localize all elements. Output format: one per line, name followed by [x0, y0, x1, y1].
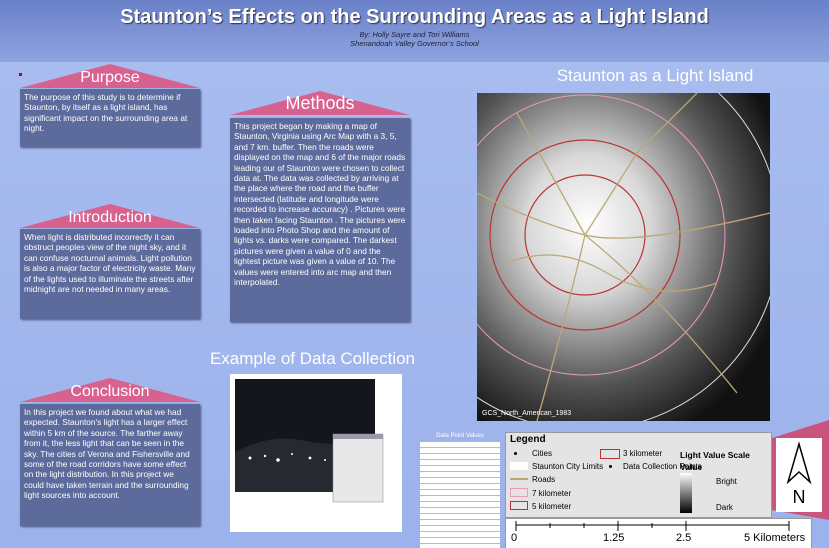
authors: By: Holly Sayre and Tori Williams: [359, 30, 470, 39]
purpose-text: The purpose of this study is to determin…: [20, 89, 200, 147]
photo: [235, 379, 384, 503]
roof-shape: [230, 91, 410, 115]
legend-item: Cities: [532, 449, 553, 458]
legend-item: Data Collection Points: [623, 462, 702, 471]
road-symbol: [510, 478, 528, 480]
conclusion-roof: Conclusion: [20, 378, 200, 402]
legend-item: Dark: [716, 503, 733, 512]
legend-item: Staunton City Limits: [532, 462, 604, 471]
legend-item: 5 kilometer: [532, 502, 572, 511]
introduction-roof: Introduction: [20, 204, 200, 228]
scale-label: 1.25: [603, 532, 625, 544]
legend-item: 3 kilometer: [623, 449, 663, 458]
table-caption: Data Point Values: [436, 433, 484, 439]
map: GCS_North_American_1983: [477, 93, 770, 421]
km7-symbol: [510, 488, 528, 497]
north-label: N: [792, 487, 806, 507]
value-ramp: [680, 473, 692, 513]
dot: [19, 73, 22, 76]
scale-graphic: [515, 521, 790, 531]
legend-item: Bright: [716, 477, 737, 486]
legend-item: Value: [680, 462, 703, 472]
heading: Methods: [285, 93, 355, 113]
example-heading: Example of Data Collection: [209, 349, 416, 368]
data-table: [420, 442, 500, 548]
scale-label: 2.5: [676, 532, 692, 544]
map-heading: Staunton as a Light Island: [556, 66, 754, 85]
title: Staunton’s Effects on the Surrounding Ar…: [120, 6, 709, 28]
conclusion-text: In this project we found about what we h…: [20, 404, 200, 526]
projection: GCS_North_American_1983: [482, 410, 571, 417]
heading: Introduction: [68, 209, 152, 226]
km3-symbol: [600, 449, 620, 459]
limits-symbol: [510, 462, 528, 470]
roof-shape: [20, 64, 200, 88]
legend: [505, 432, 772, 518]
legend-item: Light Value Scale: [680, 450, 750, 460]
header-band: [0, 0, 829, 62]
north-arrow: [772, 420, 829, 520]
heading: Purpose: [80, 69, 140, 86]
km5-symbol: [510, 501, 528, 510]
legend-title: Legend: [510, 434, 546, 445]
scale-label: 5 Kilometers: [744, 532, 806, 544]
methods-text: This project began by making a map of St…: [230, 118, 410, 322]
photo-frame: [230, 374, 402, 532]
purpose-roof: Purpose: [20, 64, 200, 88]
roof-shape: [20, 378, 200, 402]
legend-item: 7 kilometer: [532, 489, 572, 498]
city-symbol: [514, 452, 517, 455]
introduction-text: When light is distributed incorrectly it…: [20, 229, 200, 319]
roof-shape: [20, 204, 200, 228]
school: Shenandoah Valley Governor’s School: [350, 39, 479, 48]
scale-bar: [505, 518, 812, 548]
point-symbol: [609, 465, 612, 468]
scale-label: 0: [511, 532, 518, 544]
methods-roof: Methods: [230, 91, 410, 115]
heading: Conclusion: [70, 383, 150, 400]
legend-item: Roads: [532, 475, 556, 484]
